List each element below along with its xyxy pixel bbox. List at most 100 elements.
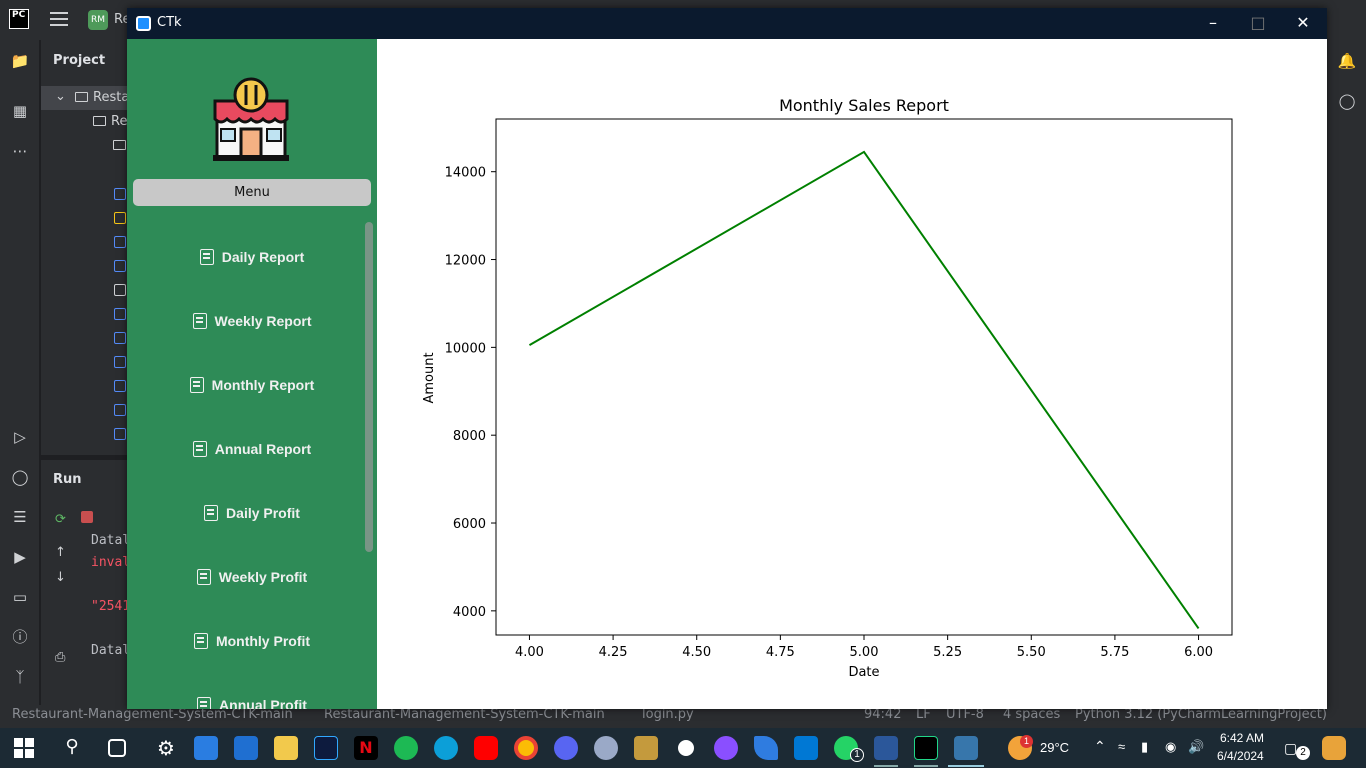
rerun-icon[interactable]: ⟳	[55, 512, 66, 527]
folder-icon[interactable]: 📁	[10, 52, 30, 70]
widgets-icon[interactable]	[1322, 736, 1346, 760]
structure-icon[interactable]: ▦	[12, 102, 28, 120]
github-icon[interactable]	[674, 736, 698, 760]
maximize-button[interactable]: □	[1250, 13, 1266, 32]
problems-icon[interactable]: ⓘ	[12, 628, 28, 646]
nav-monthly-profit[interactable]: Monthly Profit	[147, 626, 357, 656]
tree-root-label: Resta	[93, 90, 130, 105]
nav-annual-report[interactable]: Annual Report	[147, 434, 357, 464]
layers-icon[interactable]: ☰	[13, 508, 27, 526]
store-icon[interactable]	[234, 736, 258, 760]
window-titlebar[interactable]: CTk – □ ✕	[127, 8, 1327, 39]
folder-icon	[75, 92, 88, 102]
notifications-icon[interactable]: 🔔	[1337, 52, 1357, 70]
clock-time[interactable]: 6:42 AM	[1220, 731, 1265, 745]
project-panel-title[interactable]: Project	[53, 53, 106, 68]
pycharm-taskbar-icon[interactable]	[914, 736, 938, 760]
report-icon	[199, 249, 214, 265]
scroll-down-icon[interactable]: ↓	[55, 570, 66, 585]
nav-monthly-report[interactable]: Monthly Report	[147, 370, 357, 400]
terminal-icon[interactable]: ▭	[12, 588, 28, 606]
vscode-icon[interactable]	[794, 736, 818, 760]
python-console-icon[interactable]: ◯	[11, 468, 29, 486]
main-menu-icon[interactable]	[50, 12, 68, 26]
edge-icon[interactable]	[434, 736, 458, 760]
chrome-icon[interactable]	[514, 736, 538, 760]
unknown-file-icon[interactable]	[114, 284, 126, 296]
ai-assistant-icon[interactable]: ◯	[1338, 92, 1356, 110]
more-icon[interactable]: ⋯	[12, 142, 28, 160]
tree-root-item[interactable]: ⌄ Resta	[41, 86, 130, 110]
status-line-ending[interactable]: LF	[916, 707, 931, 722]
file-icon[interactable]	[114, 404, 126, 416]
fin-icon[interactable]	[754, 736, 778, 760]
minimize-button[interactable]: –	[1209, 13, 1217, 32]
tree-sub-item[interactable]: Re	[41, 110, 127, 134]
photoshop-icon[interactable]	[314, 736, 338, 760]
discord-icon[interactable]	[554, 736, 578, 760]
run-panel: Run ⟳ ↑ ↓ ⎙ Datal inval "2541 Datal	[41, 460, 130, 705]
status-encoding[interactable]: UTF-8	[946, 707, 984, 722]
snipping-tool-icon[interactable]	[634, 736, 658, 760]
settings-gear-icon[interactable]: ⚙	[157, 736, 175, 760]
menu-label[interactable]: Menu	[133, 179, 371, 206]
spotify-icon[interactable]	[394, 736, 418, 760]
netflix-icon[interactable]: N	[354, 736, 378, 760]
print-icon[interactable]: ⎙	[55, 650, 66, 665]
nav-daily-profit[interactable]: Daily Profit	[147, 498, 357, 528]
mail-icon[interactable]	[194, 736, 218, 760]
services-icon[interactable]: ▶	[14, 548, 26, 566]
sales-series-line	[528, 150, 1200, 629]
file-icon[interactable]	[114, 236, 126, 248]
github-desktop-icon[interactable]	[714, 736, 738, 760]
windows-start-icon[interactable]	[12, 736, 36, 760]
project-badge[interactable]: RM	[88, 10, 108, 30]
file-explorer-icon[interactable]	[274, 736, 298, 760]
status-position[interactable]: 94:42	[864, 707, 902, 722]
nav-weekly-profit[interactable]: Weekly Profit	[147, 562, 357, 592]
plot-frame	[495, 118, 1233, 636]
youtube-icon[interactable]	[474, 736, 498, 760]
status-path-2[interactable]: Restaurant-Management-System-CTK-main	[324, 707, 605, 722]
status-path-1[interactable]: Restaurant-Management-System-CTK-main	[12, 707, 293, 722]
chevron-up-icon[interactable]: ⌃	[1094, 738, 1106, 754]
file-icon[interactable]	[114, 188, 126, 200]
close-button[interactable]: ✕	[1296, 13, 1310, 32]
task-view-icon[interactable]	[108, 739, 126, 757]
sidebar-scrollbar[interactable]	[365, 222, 373, 552]
notification-icon[interactable]: ▢	[1284, 740, 1298, 756]
tree-folder-item[interactable]	[41, 134, 127, 158]
file-icon[interactable]	[114, 380, 126, 392]
weather-temp[interactable]: 29°C	[1040, 740, 1070, 755]
file-icon[interactable]	[114, 308, 126, 320]
python-app-icon[interactable]	[954, 736, 978, 760]
file-icon[interactable]	[114, 260, 126, 272]
nav-weekly-report[interactable]: Weekly Report	[147, 306, 357, 336]
run-panel-title[interactable]: Run	[53, 472, 82, 487]
file-icon[interactable]	[114, 356, 126, 368]
nav-annual-profit[interactable]: Annual Profit	[147, 690, 357, 709]
whatsapp-badge: 1	[850, 748, 864, 762]
scroll-up-icon[interactable]: ↑	[55, 545, 66, 560]
clock-date[interactable]: 6/4/2024	[1217, 749, 1264, 763]
project-name[interactable]: Re	[114, 12, 131, 27]
status-file[interactable]: login.py	[642, 707, 694, 722]
windows-taskbar: ⚲ ⚙ N 1 1 29°C ⌃ ≈ ▮ ◉ 🔊 6:42 AM 6/4/202…	[0, 728, 1366, 768]
pycharm-logo-icon[interactable]: PC	[9, 9, 29, 29]
python-file-icon[interactable]	[114, 212, 126, 224]
battery-icon[interactable]: ▮	[1141, 739, 1149, 754]
status-indent[interactable]: 4 spaces	[1003, 707, 1061, 722]
run-icon[interactable]: ▷	[14, 428, 26, 446]
file-icon[interactable]	[114, 332, 126, 344]
nav-daily-report[interactable]: Daily Report	[147, 242, 357, 272]
stop-icon[interactable]	[81, 511, 93, 523]
volume-icon[interactable]: 🔊	[1188, 739, 1205, 754]
git-icon[interactable]: ᛉ	[15, 668, 25, 686]
paint-icon[interactable]	[594, 736, 618, 760]
wifi-icon[interactable]: ≈	[1118, 739, 1126, 754]
status-interpreter[interactable]: Python 3.12 (PyCharmLearningProject)	[1075, 707, 1327, 722]
word-icon[interactable]	[874, 736, 898, 760]
file-icon[interactable]	[114, 428, 126, 440]
search-icon[interactable]: ⚲	[65, 736, 79, 757]
location-icon[interactable]: ◉	[1165, 739, 1177, 754]
